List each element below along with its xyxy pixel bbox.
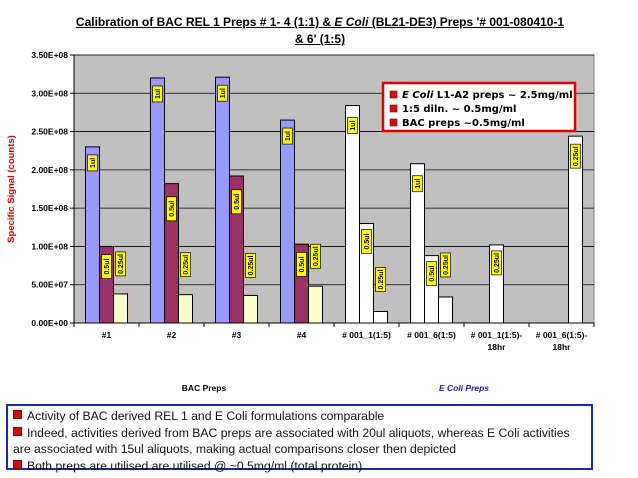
data-label-box	[375, 267, 386, 292]
legend-text: 1:5 diln. ~ 0.5mg/ml	[402, 104, 516, 115]
notes-box: Activity of BAC derived REL 1 and E Coli…	[6, 404, 593, 473]
bar	[85, 146, 100, 324]
y-tick-label: 2.50E+08	[31, 127, 68, 137]
x-tick-label: # 001_1(1:5)-	[471, 330, 523, 340]
data-label-box	[347, 117, 358, 134]
note-item: Indeed, activities derived from BAC prep…	[13, 425, 570, 456]
data-label: 0.25ul	[494, 253, 501, 273]
legend-bullet-icon	[389, 104, 398, 113]
data-label-box	[217, 84, 228, 102]
bar-chart: 0.00E+00 5.00E+07 1.00E+08 1.50E+08 2.00E+08…	[6, 50, 595, 393]
group-label-ecoli: E Coli Preps	[439, 383, 489, 393]
bullet-icon	[13, 426, 22, 436]
x-tick-label: #3	[232, 330, 242, 340]
y-tick-label: 1.50E+08	[31, 203, 68, 213]
data-label-box	[310, 243, 321, 269]
data-label-box	[115, 251, 126, 277]
note-item: Both preps are utilised are utilised @ ~…	[13, 458, 586, 475]
x-tick-label: # 001_6(1:5)-	[536, 330, 588, 340]
data-label: 1ul	[285, 131, 292, 141]
y-tick-label: 2.00E+08	[31, 165, 68, 175]
data-label: 0.5ul	[299, 256, 306, 272]
bar	[438, 296, 453, 324]
y-tick-label: 5.00E+07	[31, 280, 68, 290]
bar	[113, 293, 128, 324]
data-label-box	[166, 196, 177, 222]
data-label-box	[296, 252, 307, 277]
legend-text: E Coli L1-A2 preps ~ 2.5mg/ml	[402, 90, 573, 101]
legend-bullet-icon	[389, 90, 398, 99]
data-label-box	[180, 252, 191, 278]
data-label: 0.25ul	[313, 246, 320, 266]
data-label-box	[361, 229, 372, 254]
data-label-box	[87, 154, 98, 172]
data-label: 0.25ul	[248, 255, 255, 275]
x-tick-label: # 001_6(1:5)	[407, 330, 456, 340]
data-label-box	[245, 253, 256, 278]
data-label: 1ul	[220, 88, 227, 98]
y-tick-label: 3.50E+08	[31, 50, 68, 60]
bar	[410, 163, 425, 324]
data-label: 1ul	[155, 89, 162, 99]
data-label: 0.25ul	[118, 254, 125, 274]
data-label: 1ul	[415, 179, 422, 189]
x-tick-label: #2	[167, 330, 177, 340]
data-label-box	[412, 175, 423, 193]
data-label-box	[426, 261, 437, 286]
data-label: 0.5ul	[364, 233, 371, 249]
data-label-box	[491, 250, 502, 276]
bar	[243, 294, 258, 324]
legend-bullet-icon	[389, 118, 398, 127]
bar	[150, 77, 165, 324]
bar	[308, 285, 323, 324]
bar	[215, 76, 230, 324]
x-tick-label: #4	[297, 330, 307, 340]
data-label-box	[570, 143, 581, 169]
data-label: 0.5ul	[169, 201, 176, 217]
bar	[568, 135, 583, 324]
x-tick-label: 18hr	[488, 342, 507, 352]
data-label: 0.5ul	[104, 259, 111, 275]
data-label-box	[152, 85, 163, 103]
y-axis-label: Specific Signal (counts)	[6, 135, 17, 243]
data-label: 0.25ul	[573, 146, 580, 166]
data-label: 0.25ul	[378, 270, 385, 290]
x-tick-label: 18hr	[553, 342, 572, 352]
x-tick-label: # 001_1(1:5)	[342, 330, 391, 340]
legend-text: BAC preps ~0.5mg/ml	[402, 118, 525, 129]
bullet-icon	[13, 459, 22, 469]
bar	[345, 105, 360, 324]
data-label-box	[440, 252, 451, 278]
bullet-icon	[13, 410, 22, 419]
data-label-box	[282, 127, 293, 145]
x-tick-label: #1	[102, 330, 112, 340]
legend-box	[381, 81, 577, 133]
data-label: 1ul	[350, 120, 357, 130]
bar	[178, 294, 193, 324]
data-label: 0.5ul	[234, 194, 241, 210]
bar	[280, 119, 295, 324]
data-label: 0.25ul	[443, 255, 450, 275]
group-label-bac: BAC Preps	[182, 383, 227, 393]
y-tick-label: 3.00E+08	[31, 88, 68, 98]
y-tick-label: 0.00E+00	[31, 318, 68, 328]
data-label: 0.5ul	[429, 266, 436, 282]
note-item: Activity of BAC derived REL 1 and E Coli…	[13, 408, 586, 425]
chart-title: Calibration of BAC REL 1 Preps # 1- 4 (1…	[75, 15, 565, 46]
data-label: 1ul	[90, 158, 97, 168]
y-tick-label: 1.00E+08	[31, 241, 68, 251]
bar	[373, 311, 388, 324]
data-label: 0.25ul	[183, 255, 190, 275]
data-label-box	[231, 189, 242, 215]
data-label-box	[101, 254, 112, 279]
